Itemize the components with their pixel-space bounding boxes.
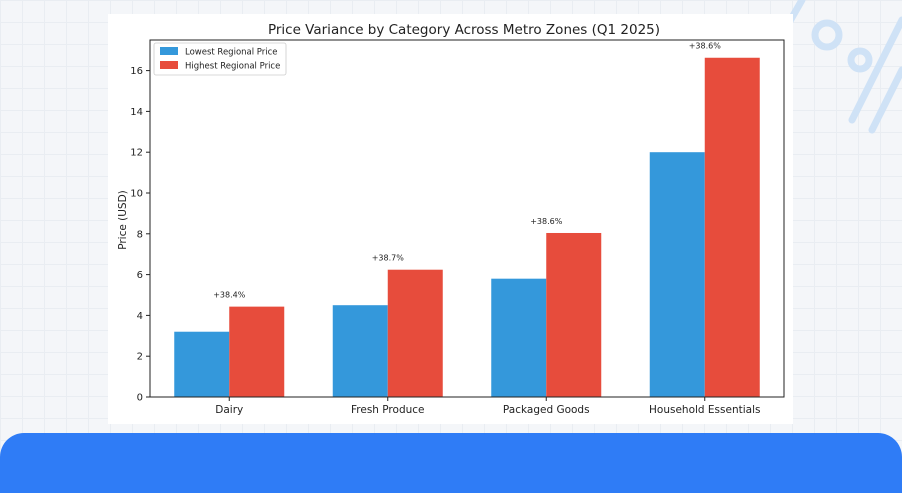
bar-lowest (332, 305, 388, 397)
bar-highest (387, 269, 443, 397)
percent-annotation: +38.7% (372, 254, 405, 263)
legend-label-highest: Highest Regional Price (185, 62, 280, 72)
y-axis-label: Price (USD) (117, 190, 129, 250)
legend-box (153, 42, 287, 76)
bar-highest (704, 57, 760, 398)
legend-swatch-lowest (160, 47, 178, 55)
y-tick-label: 16 (130, 66, 143, 77)
y-tick-label: 10 (130, 189, 143, 200)
percent-annotation: +38.4% (213, 291, 246, 300)
percent-annotation: +38.6% (530, 217, 563, 226)
x-tick-label: Packaged Goods (503, 404, 590, 416)
bar-lowest (649, 152, 705, 397)
bar-chart: Price Variance by Category Across Metro … (117, 22, 785, 416)
x-tick-label: Fresh Produce (351, 404, 425, 416)
y-tick-label: 0 (137, 393, 143, 404)
y-tick-label: 14 (130, 107, 143, 118)
x-tick-label: Household Essentials (649, 404, 760, 416)
bar-lowest (174, 331, 230, 397)
x-tick-label: Dairy (215, 404, 243, 416)
percent-annotation: +38.6% (689, 42, 722, 51)
y-tick-label: 6 (137, 270, 143, 281)
legend-swatch-highest (160, 61, 178, 69)
bar-highest (546, 232, 602, 397)
legend-label-lowest: Lowest Regional Price (185, 48, 278, 58)
chart-card: Price Variance by Category Across Metro … (108, 14, 793, 424)
y-tick-label: 2 (137, 352, 143, 363)
legend: Lowest Regional Price Highest Regional P… (153, 42, 287, 76)
bottom-accent-panel (0, 433, 902, 493)
bar-highest (229, 306, 285, 397)
chart-title: Price Variance by Category Across Metro … (268, 22, 660, 38)
y-tick-label: 8 (137, 229, 143, 240)
plot-frame (149, 39, 785, 398)
y-tick-label: 4 (137, 311, 143, 322)
bar-lowest (491, 278, 547, 397)
y-tick-label: 12 (130, 148, 143, 159)
